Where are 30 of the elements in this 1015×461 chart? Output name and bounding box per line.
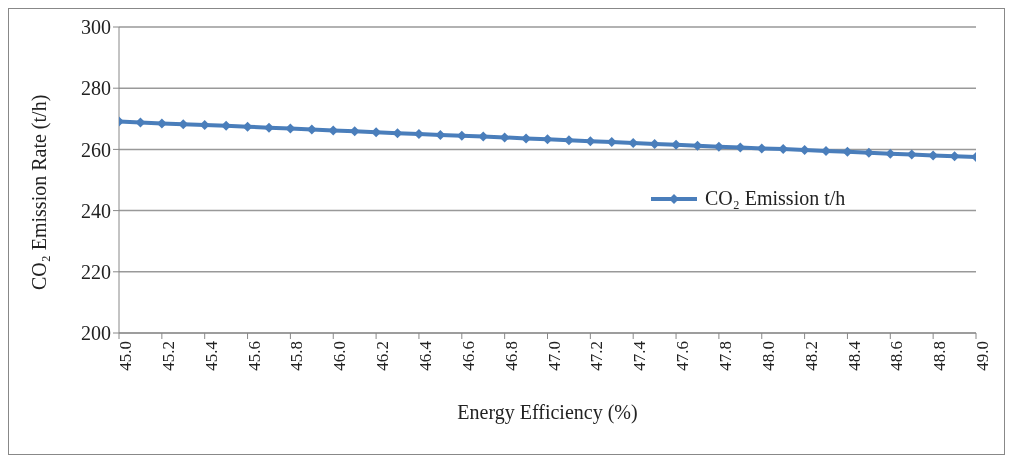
x-tick-label: 47.8	[715, 341, 735, 371]
x-tick-label: 48.2	[801, 341, 821, 371]
x-tick-label: 46.6	[458, 341, 478, 371]
x-tick-label: 47.6	[673, 341, 693, 371]
y-tick-label: 240	[81, 199, 111, 222]
x-tick-label: 47.2	[587, 341, 607, 371]
y-tick-label: 300	[81, 16, 111, 39]
x-tick-label: 45.8	[287, 341, 307, 371]
y-tick-label: 280	[81, 77, 111, 100]
x-tick-label: 48.8	[930, 341, 950, 371]
x-tick-label: 46.8	[501, 341, 521, 371]
x-axis-title: Energy Efficiency (%)	[457, 401, 638, 424]
x-tick-label: 45.6	[244, 341, 264, 371]
x-tick-label: 46.2	[373, 341, 393, 371]
x-tick-label: 48.4	[844, 340, 864, 371]
x-tick-label: 47.0	[544, 341, 564, 371]
x-tick-label: 48.0	[758, 341, 778, 371]
y-tick-label: 220	[81, 260, 111, 283]
y-tick-label: 200	[81, 322, 111, 345]
x-tick-label: 46.0	[330, 341, 350, 371]
x-tick-label: 49.0	[973, 341, 993, 371]
x-tick-label: 45.0	[116, 341, 136, 371]
x-tick-label: 46.4	[416, 340, 436, 371]
y-axis-title: CO₂ Emission Rate (t/h)	[28, 94, 52, 290]
y-tick-label: 260	[81, 138, 111, 161]
legend-label: CO₂ Emission t/h	[705, 187, 846, 210]
x-tick-label: 45.2	[158, 341, 178, 371]
x-tick-label: 48.6	[887, 341, 907, 371]
x-tick-label: 47.4	[630, 340, 650, 371]
x-tick-label: 45.4	[201, 340, 221, 371]
